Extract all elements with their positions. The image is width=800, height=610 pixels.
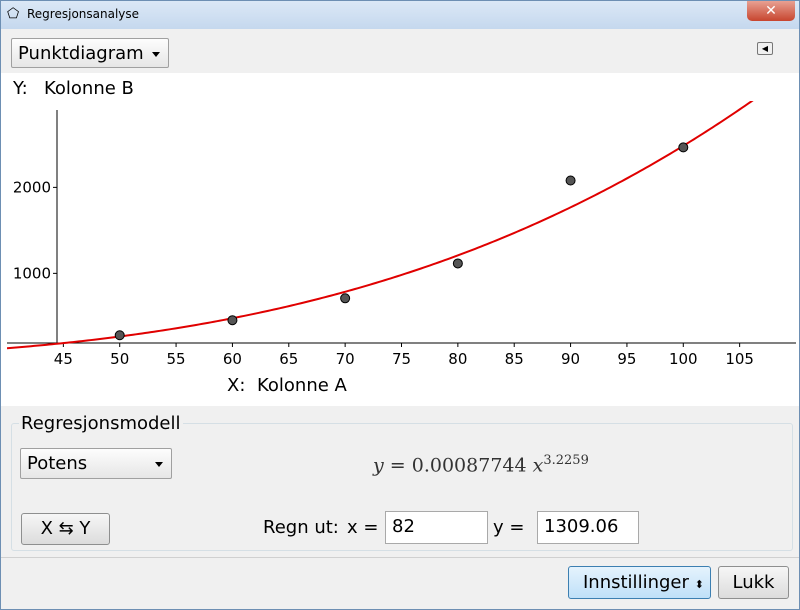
y-axis-label: Kolonne B — [44, 78, 134, 99]
close-window[interactable]: ✕ — [747, 1, 795, 21]
window-title: Regresjonsanalyse — [27, 7, 140, 21]
model: Potens — [27, 453, 88, 474]
y-label-prefix: Y: — [12, 78, 28, 99]
data-point — [114, 330, 125, 341]
title-bar: ⬠ Regresjonsanalyse — [1, 1, 799, 29]
coefficient: 0.00087744 — [411, 454, 527, 477]
x-tick-label: 95 — [617, 350, 636, 368]
settings-button[interactable]: Innstillinger ⬍ — [568, 566, 711, 599]
x-input[interactable]: 82 — [385, 511, 488, 544]
equation-lhs: y = — [373, 454, 406, 477]
plot-type: Punktdiagram — [18, 43, 144, 64]
x-tick-label: 50 — [110, 350, 129, 368]
settings-label: Innstillinger — [583, 572, 689, 593]
x-tick-label: 55 — [167, 350, 186, 368]
x-tick-label: 45 — [54, 350, 73, 368]
x-tick-label: 70 — [336, 350, 355, 368]
regression-curve — [7, 101, 754, 350]
x-tick-label: 100 — [669, 350, 698, 368]
x-axis-label: Kolonne A — [257, 375, 348, 396]
separator — [1, 557, 799, 558]
plot-type-dropdown[interactable]: Punktdiagram — [11, 38, 169, 68]
variable: x — [532, 454, 544, 477]
data-point — [452, 258, 463, 269]
data-point — [340, 293, 351, 304]
app-icon: ⬠ — [7, 6, 20, 22]
data-point — [227, 315, 238, 326]
chart: Y: Kolonne B X: Kolonne A 45 50 55 60 65 70 75… — [7, 78, 796, 396]
x-tick-label: 80 — [448, 350, 467, 368]
toggle-panel[interactable]: ◀ — [757, 42, 773, 55]
data-point — [565, 175, 576, 186]
y-tick-label: 1000 — [13, 264, 51, 282]
x-tick-label: 60 — [223, 350, 242, 368]
x-tick-label: 85 — [505, 350, 524, 368]
data-point — [678, 142, 689, 153]
evaluate-label: Regn ut: — [263, 517, 339, 538]
x-tick-label: 65 — [279, 350, 298, 368]
y-output[interactable]: 1309.06 — [537, 511, 639, 544]
model-dropdown[interactable]: Potens — [20, 448, 172, 479]
x-label-prefix: X: — [227, 375, 245, 396]
x-tick-label: 105 — [725, 350, 754, 368]
plot-area — [1, 73, 799, 406]
close-button[interactable]: Lukk — [718, 566, 789, 599]
y-field-label: y = — [493, 517, 525, 538]
x-tick-label: 90 — [561, 350, 580, 368]
equation: y = 0.00087744 x3.2259 — [373, 453, 589, 476]
model-group — [11, 423, 793, 551]
y-tick-label: 2000 — [13, 178, 51, 196]
x-field-label: x = — [347, 517, 379, 538]
swap-button[interactable]: X ⇆ Y — [21, 513, 110, 545]
section-title: Regresjonsmodell — [19, 413, 183, 434]
exponent: 3.2259 — [543, 453, 589, 468]
x-tick-label: 75 — [392, 350, 411, 368]
